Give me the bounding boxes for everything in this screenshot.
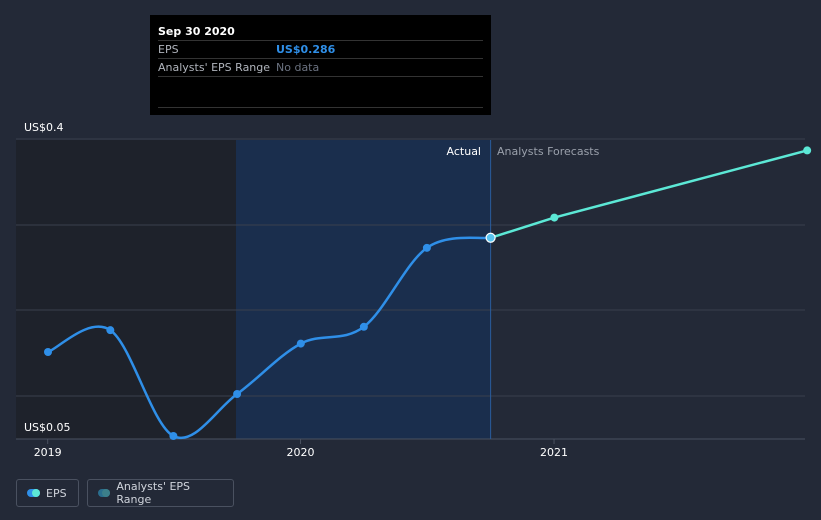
legend-eps-label: EPS	[46, 486, 67, 500]
tooltip-eps-label: EPS	[158, 43, 179, 56]
series-line-actual	[47, 236, 491, 440]
selected-data-point	[485, 232, 496, 243]
x-axis: 2019 2020 2021	[34, 439, 568, 459]
x-tick-label-2020: 2020	[287, 446, 315, 459]
data-point-forecast-1	[550, 213, 559, 222]
y-axis-label-top: US$0.4	[24, 121, 64, 134]
past-region	[16, 140, 236, 439]
series-layer	[44, 146, 812, 440]
tooltip-range-label: Analysts' EPS Range	[158, 61, 271, 74]
tooltip-eps-value: US$0.286	[276, 43, 336, 56]
data-point-actual-4	[296, 339, 305, 348]
data-point-actual-5	[359, 322, 368, 331]
data-point-actual-1	[106, 326, 115, 335]
legend-item-range[interactable]: Analysts' EPS Range	[87, 479, 234, 507]
tooltip-row-empty	[158, 76, 483, 108]
actual-region-label: Actual	[447, 145, 481, 158]
tooltip-range-value: No data	[276, 61, 320, 74]
legend-item-eps[interactable]: EPS	[16, 479, 79, 507]
x-tick-label-2021: 2021	[540, 446, 568, 459]
x-tick-label-2019: 2019	[34, 446, 62, 459]
y-axis-label-bottom: US$0.05	[24, 421, 71, 434]
data-point-actual-3	[233, 390, 242, 398]
data-point-forecast-2	[803, 146, 812, 155]
range-legend-icon	[98, 489, 111, 497]
tooltip: Sep 30 2020 EPS US$0.286 Analysts' EPS R…	[150, 15, 491, 115]
forecast-region-label: Analysts Forecasts	[497, 145, 600, 158]
data-point-actual-0	[44, 348, 52, 356]
tooltip-date: Sep 30 2020	[158, 25, 235, 38]
eps-legend-icon	[27, 489, 40, 497]
data-point-actual-2	[169, 432, 178, 440]
legend-range-label: Analysts' EPS Range	[116, 480, 191, 506]
actual-region-highlight	[236, 140, 491, 439]
data-point-actual-6	[422, 243, 431, 252]
tooltip-row-eps: EPS US$0.286	[158, 40, 483, 58]
tooltip-row-range: Analysts' EPS Range No data	[158, 58, 483, 76]
